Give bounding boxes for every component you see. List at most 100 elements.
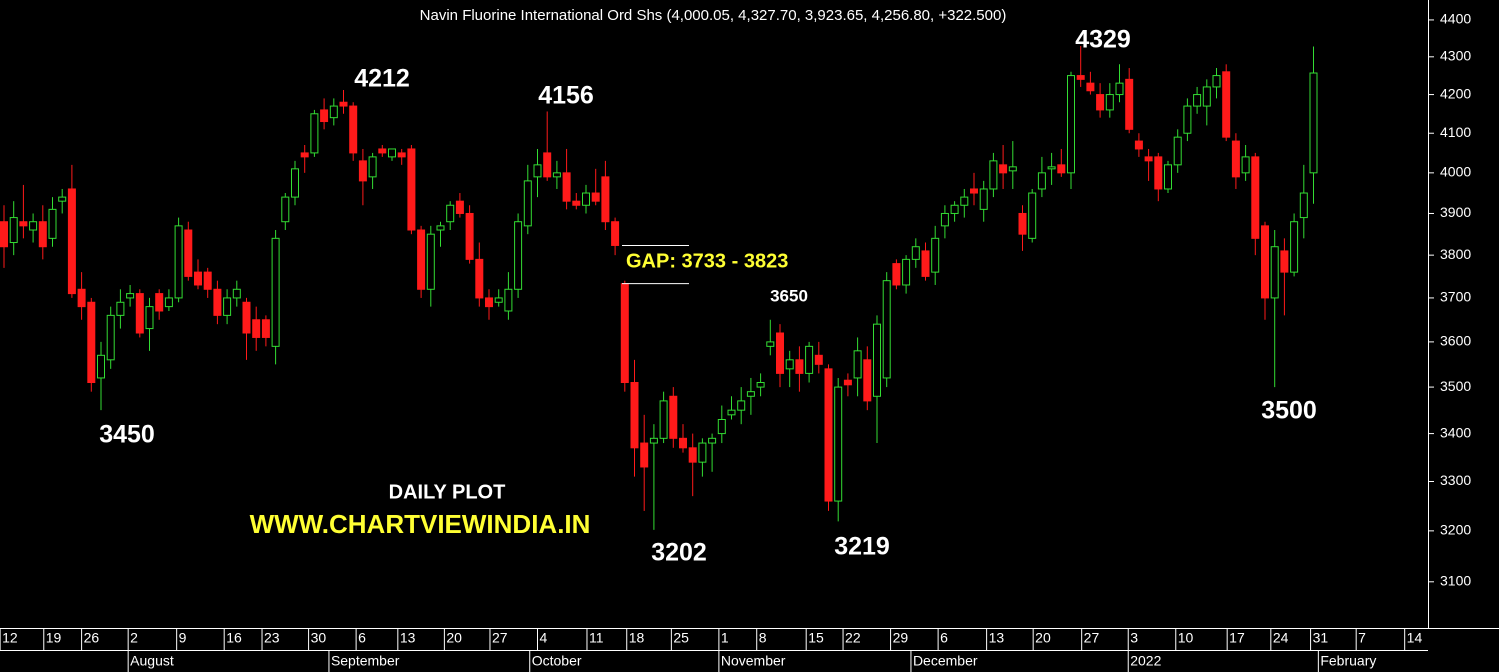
annotation: 3650 bbox=[770, 286, 808, 305]
candle-body bbox=[1164, 164, 1172, 190]
candle-body bbox=[1202, 86, 1211, 107]
candle-body bbox=[291, 168, 299, 198]
candle-body bbox=[436, 225, 445, 231]
candle-body bbox=[465, 212, 474, 260]
candle-body bbox=[1067, 75, 1075, 174]
candle-body bbox=[873, 323, 881, 397]
candle-body bbox=[1231, 140, 1240, 178]
candle-body bbox=[1096, 94, 1105, 111]
candle-body bbox=[1018, 212, 1027, 235]
candle-body bbox=[164, 297, 173, 308]
candle-body bbox=[853, 350, 862, 379]
candle-body bbox=[805, 345, 814, 374]
candle-body bbox=[184, 229, 193, 277]
candle-body bbox=[649, 437, 658, 444]
candle-body bbox=[378, 148, 387, 154]
candle-body bbox=[824, 368, 833, 502]
y-tick-label: 3800 bbox=[1440, 246, 1471, 262]
candle-body bbox=[223, 297, 232, 316]
candle-body bbox=[9, 217, 18, 244]
y-tick-label: 3300 bbox=[1440, 472, 1471, 488]
x-tick-label: 27 bbox=[1084, 630, 1100, 646]
x-tick-label: 13 bbox=[400, 630, 416, 646]
candle-body bbox=[1037, 172, 1046, 190]
candle-body bbox=[1309, 72, 1318, 174]
x-tick-label: 6 bbox=[358, 630, 366, 646]
y-tick-label: 4300 bbox=[1440, 48, 1471, 64]
candle-body bbox=[48, 208, 57, 239]
candle-body bbox=[1115, 82, 1124, 96]
x-tick-label: 16 bbox=[226, 630, 242, 646]
candle-body bbox=[1251, 156, 1260, 239]
candle-body bbox=[562, 172, 571, 202]
candle-body bbox=[1241, 156, 1250, 174]
x-tick-label: 24 bbox=[1273, 630, 1289, 646]
candle-body bbox=[552, 172, 561, 178]
candle-body bbox=[281, 196, 290, 223]
x-tick-label: 29 bbox=[893, 630, 909, 646]
candle-body bbox=[999, 164, 1008, 174]
candle-body bbox=[640, 442, 649, 468]
candle-body bbox=[979, 188, 988, 210]
candle-body bbox=[834, 386, 843, 502]
candle-body bbox=[310, 113, 319, 154]
x-tick-label: 3 bbox=[1130, 630, 1138, 646]
candle-body bbox=[106, 314, 115, 361]
candle-body bbox=[970, 188, 978, 194]
candle-body bbox=[1222, 71, 1231, 138]
candle-body bbox=[1105, 94, 1114, 111]
candle-body bbox=[242, 301, 251, 334]
y-tick-label: 3100 bbox=[1440, 572, 1471, 588]
x-tick-label: 17 bbox=[1229, 630, 1245, 646]
x-tick-label: 4 bbox=[540, 630, 548, 646]
annotation: 3219 bbox=[834, 533, 890, 561]
candle-body bbox=[940, 212, 949, 227]
candle-body bbox=[77, 288, 86, 308]
month-label: December bbox=[913, 653, 978, 669]
candle-body bbox=[1299, 192, 1308, 219]
candle-body bbox=[1261, 225, 1269, 299]
month-label: 2022 bbox=[1130, 653, 1161, 669]
candle-body bbox=[232, 288, 241, 299]
candle-body bbox=[921, 250, 930, 277]
candle-body bbox=[417, 229, 426, 290]
x-tick-label: 15 bbox=[808, 630, 824, 646]
candle-body bbox=[485, 297, 493, 308]
y-tick-label: 3400 bbox=[1440, 424, 1471, 440]
candle-body bbox=[329, 105, 338, 119]
annotation: DAILY PLOT bbox=[389, 481, 506, 503]
candle-body bbox=[300, 152, 309, 158]
candle-body bbox=[213, 288, 222, 316]
candle-body bbox=[494, 297, 503, 303]
candle-body bbox=[814, 354, 823, 365]
annotation: 4329 bbox=[1075, 26, 1131, 54]
candle-body bbox=[698, 442, 707, 463]
x-tick-label: 7 bbox=[1358, 630, 1366, 646]
candle-body bbox=[426, 233, 435, 290]
candle-body bbox=[591, 192, 600, 202]
candle-body bbox=[688, 447, 697, 463]
x-tick-label: 27 bbox=[492, 630, 508, 646]
candle-body bbox=[261, 319, 270, 338]
x-tick-label: 10 bbox=[1178, 630, 1194, 646]
candle-body bbox=[679, 437, 687, 449]
month-label: February bbox=[1320, 653, 1376, 669]
annotation: 4156 bbox=[538, 82, 594, 110]
x-tick-label: 12 bbox=[2, 630, 18, 646]
candle-body bbox=[67, 188, 76, 295]
candle-body bbox=[1173, 136, 1182, 166]
candle-body bbox=[116, 301, 125, 316]
candle-body bbox=[1193, 94, 1202, 107]
candle-body bbox=[1076, 75, 1085, 80]
candle-body bbox=[756, 382, 765, 388]
candle-body bbox=[87, 301, 96, 384]
candle-body bbox=[455, 200, 464, 214]
x-tick-label: 22 bbox=[845, 630, 861, 646]
candle-body bbox=[931, 237, 940, 273]
x-tick-label: 13 bbox=[989, 630, 1005, 646]
candle-body bbox=[1125, 78, 1134, 130]
candle-body bbox=[708, 437, 717, 444]
candle-body bbox=[339, 101, 348, 107]
candle-body bbox=[504, 288, 513, 312]
